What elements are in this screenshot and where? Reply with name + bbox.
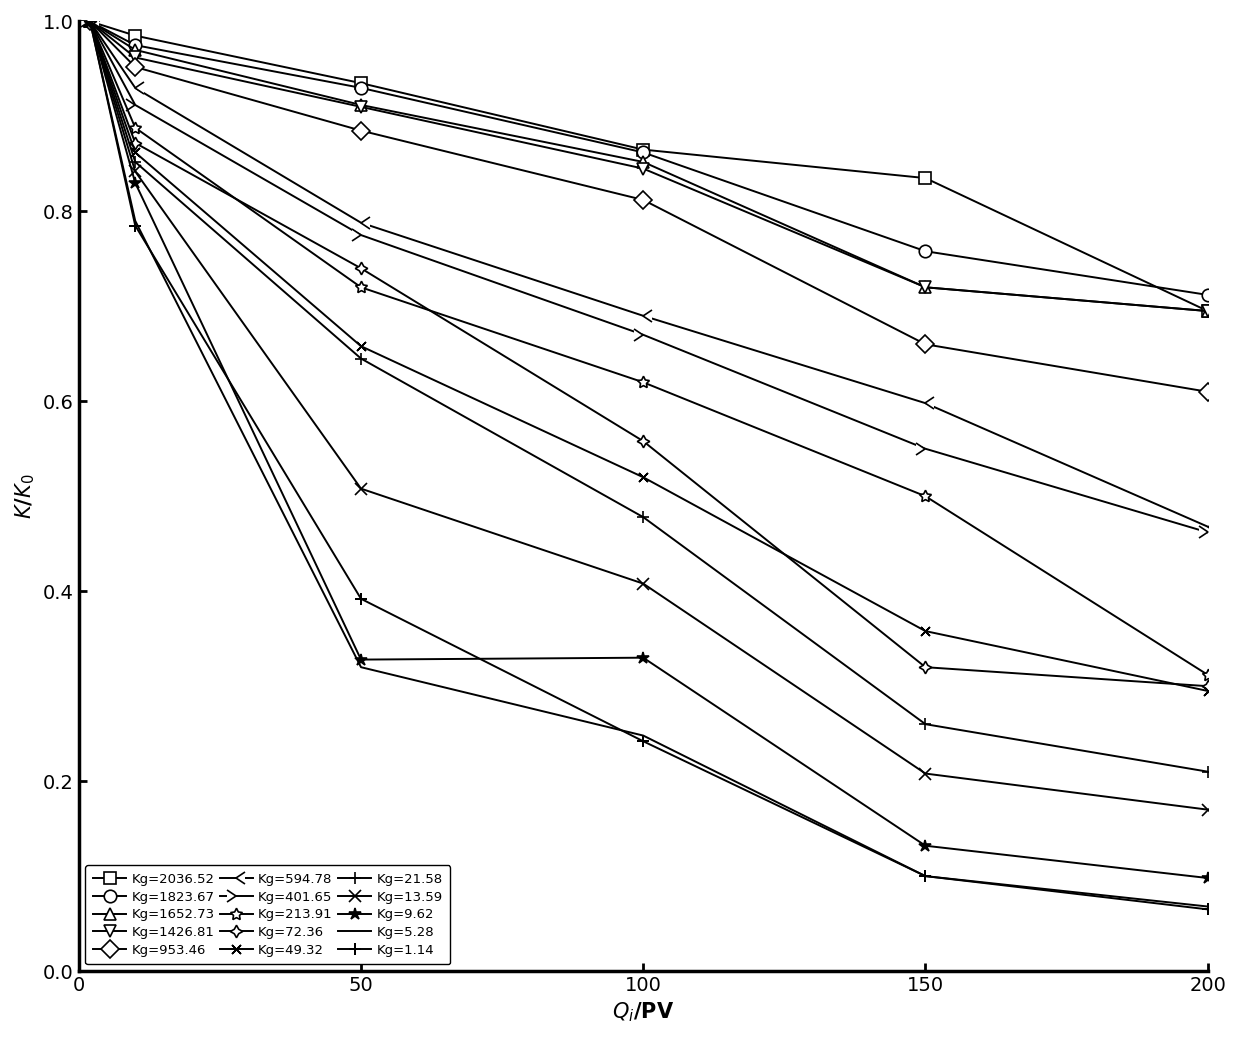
X-axis label: $Q_i$/PV: $Q_i$/PV <box>613 1001 675 1025</box>
Y-axis label: $K$/$K_0$: $K$/$K_0$ <box>14 473 37 519</box>
Legend: Kg=2036.52, Kg=1823.67, Kg=1652.73, Kg=1426.81, Kg=953.46, Kg=594.78, Kg=401.65,: Kg=2036.52, Kg=1823.67, Kg=1652.73, Kg=1… <box>86 866 450 964</box>
